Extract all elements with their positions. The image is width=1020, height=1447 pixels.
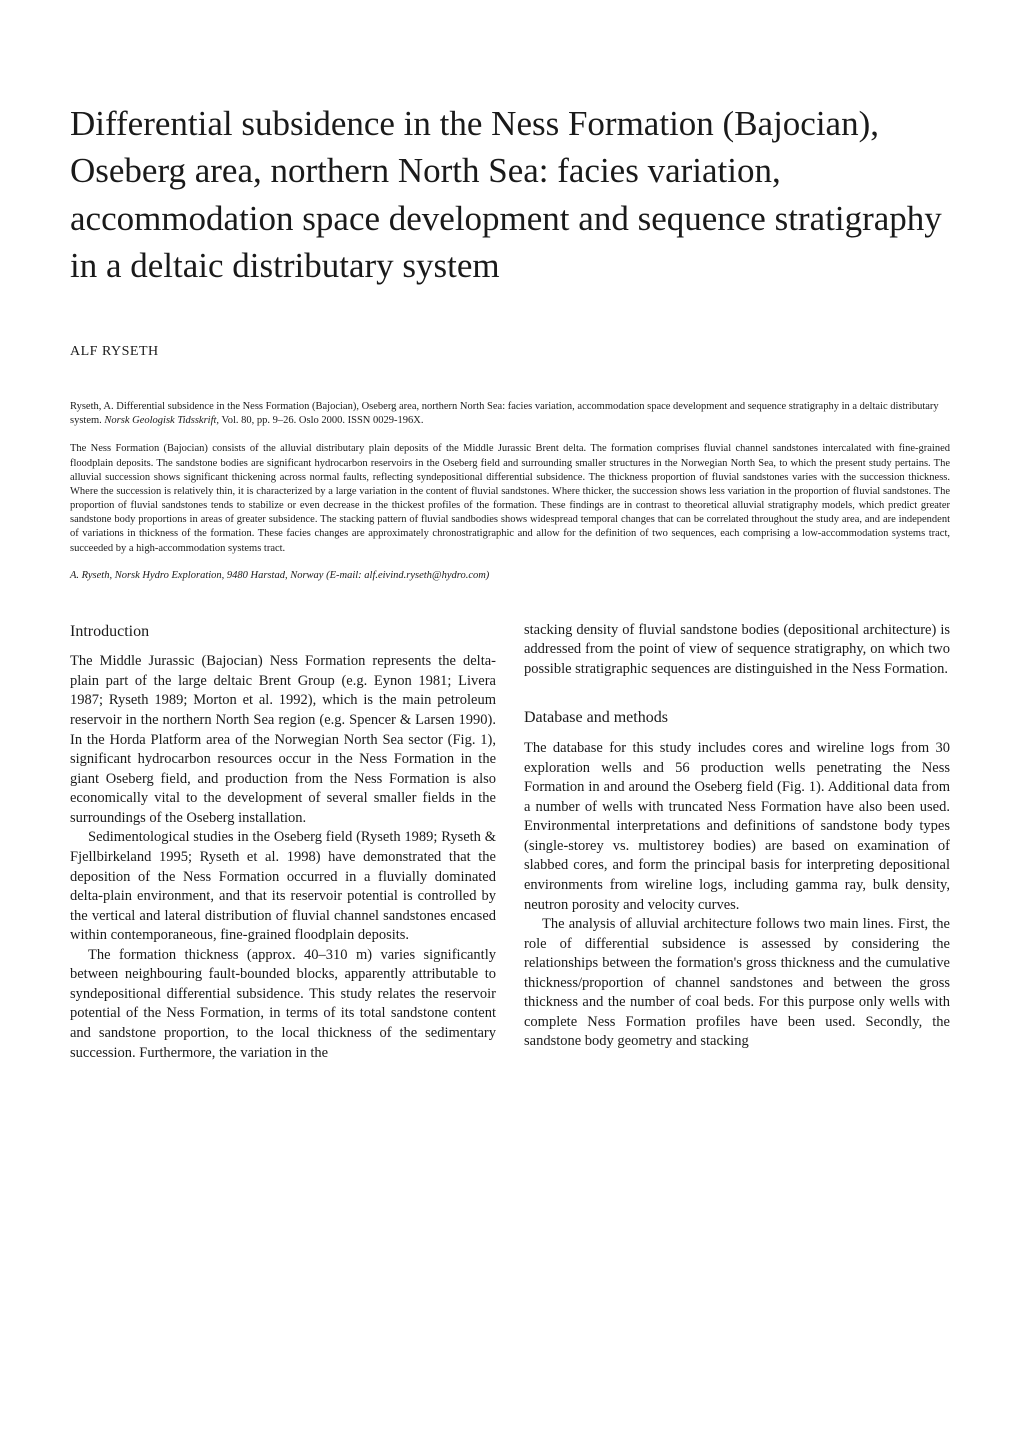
left-column: Introduction The Middle Jurassic (Bajoci… bbox=[70, 621, 496, 1091]
author-name: ALF RYSETH bbox=[70, 344, 950, 360]
author-affiliation: A. Ryseth, Norsk Hydro Exploration, 9480… bbox=[70, 570, 950, 581]
paragraph: The formation thickness (approx. 40–310 … bbox=[70, 946, 496, 1063]
paragraph: stacking density of fluvial sandstone bo… bbox=[524, 621, 950, 680]
paragraph: The Middle Jurassic (Bajocian) Ness Form… bbox=[70, 652, 496, 828]
abstract: The Ness Formation (Bajocian) consists o… bbox=[70, 442, 950, 555]
citation-journal: Norsk Geologisk Tidsskrift, bbox=[104, 415, 219, 426]
article-title: Differential subsidence in the Ness Form… bbox=[70, 100, 950, 289]
paragraph: The database for this study includes cor… bbox=[524, 739, 950, 915]
section-heading-database: Database and methods bbox=[524, 707, 950, 729]
paragraph: Sedimentological studies in the Oseberg … bbox=[70, 828, 496, 945]
section-heading-introduction: Introduction bbox=[70, 621, 496, 643]
right-column: stacking density of fluvial sandstone bo… bbox=[524, 621, 950, 1091]
paragraph: The analysis of alluvial architecture fo… bbox=[524, 915, 950, 1052]
citation: Ryseth, A. Differential subsidence in th… bbox=[70, 400, 950, 428]
body-columns: Introduction The Middle Jurassic (Bajoci… bbox=[70, 621, 950, 1091]
citation-text-b: Vol. 80, pp. 9–26. Oslo 2000. ISSN 0029-… bbox=[219, 415, 423, 426]
